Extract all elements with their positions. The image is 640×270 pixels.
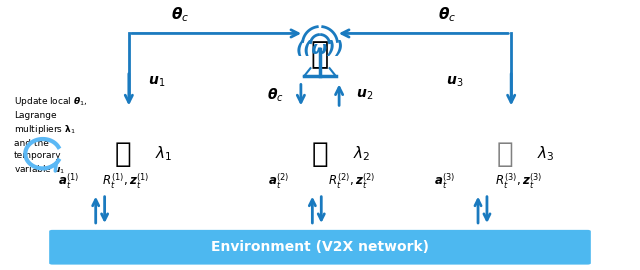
Text: 🚚: 🚚 [114,140,131,168]
Text: $R_t^{(3)}, \boldsymbol{z}_t^{(3)}$: $R_t^{(3)}, \boldsymbol{z}_t^{(3)}$ [495,172,542,191]
Text: 🚗: 🚗 [497,140,513,168]
Text: ((ω)): ((ω)) [296,40,344,59]
Text: Environment (V2X network): Environment (V2X network) [211,240,429,254]
Text: $\boldsymbol{\theta}_c$: $\boldsymbol{\theta}_c$ [438,5,456,24]
Text: $R_t^{(2)}, \boldsymbol{z}_t^{(2)}$: $R_t^{(2)}, \boldsymbol{z}_t^{(2)}$ [328,172,375,191]
Text: $\boldsymbol{u}_3$: $\boldsymbol{u}_3$ [446,74,463,89]
Text: Update local $\boldsymbol{\theta}_1$,
Lagrange
multipliers $\boldsymbol{\lambda}: Update local $\boldsymbol{\theta}_1$, La… [14,95,88,176]
Text: $\boldsymbol{a}_t^{(2)}$: $\boldsymbol{a}_t^{(2)}$ [268,172,289,191]
Text: $\boldsymbol{u}_2$: $\boldsymbol{u}_2$ [356,88,373,102]
Text: $\lambda_3$: $\lambda_3$ [538,144,555,163]
Text: 📡: 📡 [311,40,329,69]
Text: $\lambda_1$: $\lambda_1$ [155,144,173,163]
Text: $\boldsymbol{a}_t^{(3)}$: $\boldsymbol{a}_t^{(3)}$ [434,172,455,191]
FancyBboxPatch shape [49,230,591,265]
Text: $\lambda_2$: $\lambda_2$ [353,144,370,163]
Text: $R_t^{(1)}, \boldsymbol{z}_t^{(1)}$: $R_t^{(1)}, \boldsymbol{z}_t^{(1)}$ [102,172,149,191]
Text: 🚗: 🚗 [312,140,328,168]
Text: $\boldsymbol{\theta}_c$: $\boldsymbol{\theta}_c$ [267,86,284,104]
Text: $\boldsymbol{u}_1$: $\boldsymbol{u}_1$ [148,74,165,89]
Text: $\boldsymbol{a}_t^{(1)}$: $\boldsymbol{a}_t^{(1)}$ [58,172,79,191]
Text: $\boldsymbol{\theta}_c$: $\boldsymbol{\theta}_c$ [171,5,189,24]
